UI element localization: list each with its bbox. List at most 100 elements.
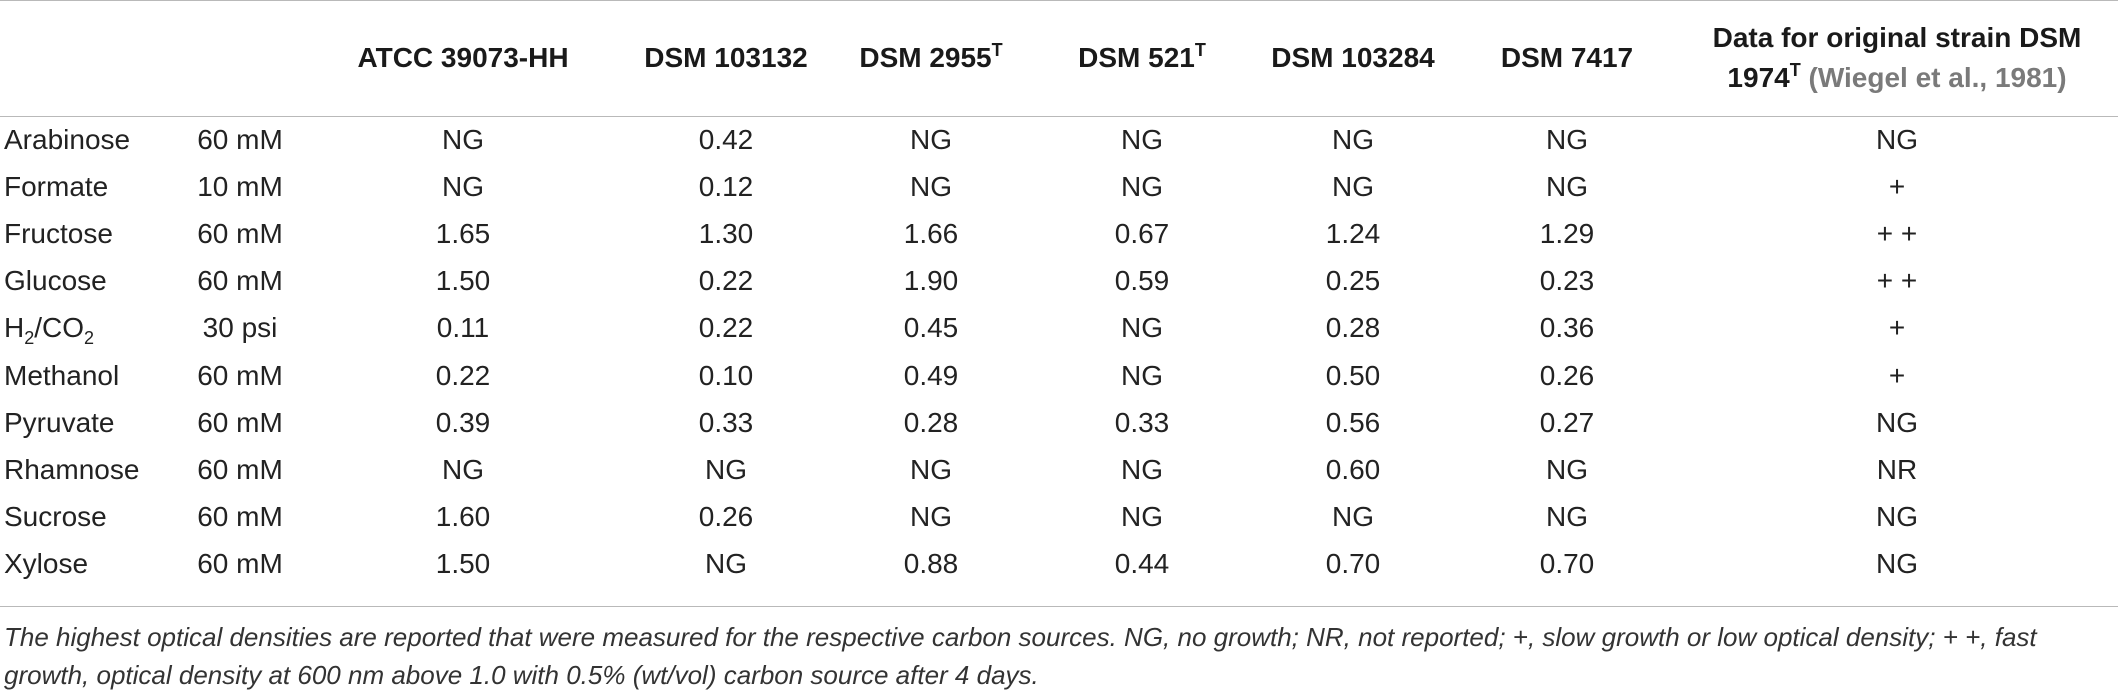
value-cell: 0.25 — [1325, 265, 1381, 297]
value-cell: 0.26 — [698, 501, 754, 533]
value-cell: NG — [1876, 501, 1918, 533]
value-cell: NG — [1546, 170, 1588, 202]
value-cell: 0.56 — [1325, 406, 1381, 438]
top-rule — [0, 0, 2118, 1]
carbon-source-name: Pyruvate — [4, 406, 115, 438]
value-cell: 0.22 — [698, 265, 754, 297]
carbon-source-table: ATCC 39073-HH DSM 103132 DSM 2955T DSM 5… — [0, 0, 2118, 588]
table-row: Fructose 60 mM 1.65 1.30 1.66 0.67 1.24 1.29 + + — [0, 210, 2118, 257]
header-strain-4: DSM 521T — [1036, 0, 1248, 116]
value-cell: NG — [1121, 312, 1163, 344]
carbon-source-name: Arabinose — [4, 123, 131, 155]
carbon-source-name: Fructose — [4, 217, 113, 249]
concentration: 60 mM — [197, 265, 283, 297]
table-row: Glucose 60 mM 1.50 0.22 1.90 0.59 0.25 0.23 + + — [0, 258, 2118, 305]
value-cell: 0.10 — [698, 359, 754, 391]
carbon-source-name: H2/CO2 — [0, 305, 180, 352]
table-row: Formate 10 mM NG 0.12 NG NG NG NG + — [0, 163, 2118, 210]
concentration: 60 mM — [197, 453, 283, 485]
value-cell: 0.44 — [1114, 548, 1170, 580]
value-cell: + — [1888, 359, 1906, 391]
name-part: /CO — [34, 312, 85, 344]
header-strain-5: DSM 103284 — [1271, 42, 1435, 73]
value-cell: 0.27 — [1539, 406, 1595, 438]
header-strain-3-label: DSM 2955 — [859, 42, 992, 73]
carbon-source-name: Rhamnose — [4, 453, 140, 485]
table-row: Sucrose 60 mM 1.60 0.26 NG NG NG NG NG — [0, 494, 2118, 541]
value-cell: NG — [1332, 170, 1374, 202]
value-cell: NG — [910, 453, 952, 485]
value-cell: NG — [1121, 501, 1163, 533]
value-cell: NG — [1546, 123, 1588, 155]
value-cell: NG — [1121, 123, 1163, 155]
header-strain-4-label: DSM 521 — [1078, 42, 1195, 73]
header-original-line1: Data for original strain DSM — [1712, 22, 2082, 53]
value-cell: NG — [910, 501, 952, 533]
header-strain-3-sup: T — [991, 40, 1003, 60]
value-cell: 1.90 — [903, 265, 959, 297]
value-cell: + + — [1876, 265, 1918, 297]
concentration: 60 mM — [197, 217, 283, 249]
value-cell: 0.33 — [1114, 406, 1170, 438]
table-row: Methanol 60 mM 0.22 0.10 0.49 NG 0.50 0.26 + — [0, 352, 2118, 399]
value-cell: NG — [705, 548, 747, 580]
value-cell: NG — [1121, 359, 1163, 391]
value-cell: NG — [1332, 123, 1374, 155]
value-cell: + — [1888, 170, 1906, 202]
value-cell: 0.28 — [1325, 312, 1381, 344]
subscript: 2 — [84, 328, 95, 349]
value-cell: NG — [1876, 548, 1918, 580]
value-cell: 0.33 — [698, 406, 754, 438]
header-original-line2: 1974 — [1727, 62, 1790, 93]
header-strain-3: DSM 2955T — [826, 0, 1036, 116]
value-cell: 0.26 — [1539, 359, 1595, 391]
table-row: Arabinose 60 mM NG 0.42 NG NG NG NG NG — [0, 116, 2118, 163]
carbon-source-name: Glucose — [4, 265, 107, 297]
bottom-rule — [0, 606, 2118, 607]
table-body: Arabinose 60 mM NG 0.42 NG NG NG NG NG Formate 10 … — [0, 116, 2118, 588]
carbon-source-name: Xylose — [4, 548, 89, 580]
concentration: 60 mM — [197, 359, 283, 391]
header-strain-4-sup: T — [1194, 40, 1206, 60]
value-cell: 0.88 — [903, 548, 959, 580]
carbon-source-name: Formate — [4, 170, 109, 202]
value-cell: 0.42 — [698, 123, 754, 155]
value-cell: NG — [1332, 501, 1374, 533]
concentration: 30 psi — [202, 312, 278, 344]
value-cell: NR — [1876, 453, 1918, 485]
value-cell: 1.50 — [435, 265, 491, 297]
table-row: H2/CO2 30 psi 0.11 0.22 0.45 NG 0.28 0.36 + — [0, 305, 2118, 352]
header-strain-2: DSM 103132 — [644, 42, 808, 73]
value-cell: 0.39 — [435, 406, 491, 438]
value-cell: NG — [1876, 406, 1918, 438]
value-cell: 0.59 — [1114, 265, 1170, 297]
table-row: Pyruvate 60 mM 0.39 0.33 0.28 0.33 0.56 0.27 NG — [0, 399, 2118, 446]
carbon-source-name: Methanol — [4, 359, 120, 391]
header-blank-2 — [180, 0, 300, 116]
name-part: H — [4, 312, 25, 344]
value-cell: 0.23 — [1539, 265, 1595, 297]
header-row: ATCC 39073-HH DSM 103132 DSM 2955T DSM 5… — [0, 0, 2118, 116]
value-cell: NG — [1876, 123, 1918, 155]
value-cell: 1.66 — [903, 217, 959, 249]
concentration: 60 mM — [197, 123, 283, 155]
value-cell: 0.60 — [1325, 453, 1381, 485]
value-cell: NG — [1121, 453, 1163, 485]
value-cell: NG — [910, 170, 952, 202]
header-strain-1: ATCC 39073-HH — [357, 42, 569, 73]
value-cell: NG — [1546, 453, 1588, 485]
value-cell: NG — [442, 123, 484, 155]
header-original-strain: Data for original strain DSM 1974T (Wieg… — [1676, 0, 2118, 116]
value-cell: NG — [1546, 501, 1588, 533]
value-cell: 1.29 — [1539, 217, 1595, 249]
value-cell: 0.70 — [1325, 548, 1381, 580]
value-cell: 0.49 — [903, 359, 959, 391]
concentration: 10 mM — [197, 170, 283, 202]
value-cell: + — [1888, 312, 1906, 344]
header-original-sup: T — [1789, 60, 1801, 80]
value-cell: 0.11 — [436, 312, 490, 344]
value-cell: 1.60 — [435, 501, 491, 533]
value-cell: 0.50 — [1325, 359, 1381, 391]
carbon-source-name: Sucrose — [4, 501, 107, 533]
